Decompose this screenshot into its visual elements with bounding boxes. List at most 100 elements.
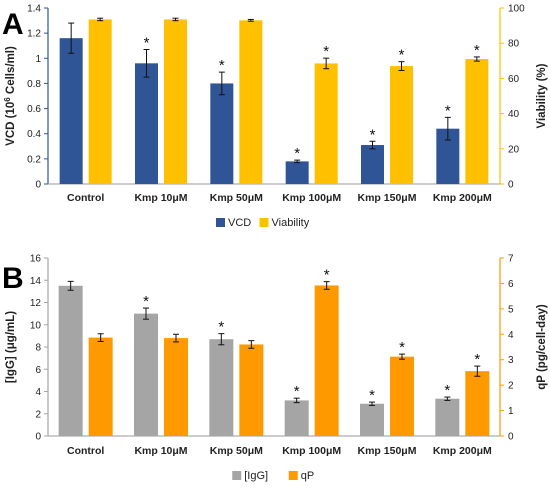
left-tick-label: 4: [35, 387, 41, 398]
category-label: Kmp 200μM: [433, 445, 492, 457]
left-tick-label: 2: [35, 409, 41, 420]
bar-igg: [209, 339, 234, 436]
category-label: Kmp 100μM: [282, 445, 341, 457]
left-tick-label: 1: [35, 54, 41, 65]
significance-marker: *: [219, 57, 225, 74]
left-tick-label: 1.4: [27, 4, 41, 15]
bar-vcd: [285, 161, 309, 184]
left-tick-label: 8: [35, 343, 41, 354]
legend-swatch: [288, 471, 298, 480]
left-tick-label: 0.6: [27, 104, 41, 115]
legend-swatch: [216, 218, 225, 227]
significance-marker: *: [218, 319, 224, 336]
significance-marker: *: [399, 339, 405, 356]
bar-viability: [88, 19, 112, 184]
bar-vcd: [436, 128, 460, 184]
bar-qp: [314, 285, 339, 436]
left-tick-label: 0.4: [27, 129, 41, 140]
bar-viability: [465, 59, 489, 184]
y2-axis-title: Viability (%): [536, 63, 548, 128]
category-label: Control: [67, 445, 104, 457]
legend-swatch: [259, 218, 269, 227]
left-tick-label: 10: [30, 320, 42, 331]
bar-igg: [284, 400, 309, 436]
bar-vcd: [59, 38, 83, 184]
significance-marker: *: [369, 387, 375, 404]
significance-marker: *: [143, 293, 149, 310]
left-tick-label: 0: [35, 432, 41, 443]
y-axis-title: [IgG] (μg/mL): [5, 311, 17, 383]
bar-igg: [58, 285, 83, 436]
legend-label: Viability: [272, 217, 310, 229]
category-label: Kmp 200μM: [433, 192, 492, 204]
y-axis-title-part: VCD (10: [5, 102, 17, 146]
right-tick-label: 6: [508, 279, 514, 290]
bar-igg: [435, 398, 460, 436]
bar-qp: [465, 371, 490, 436]
right-tick-label: 2: [508, 381, 514, 392]
significance-marker: *: [294, 383, 300, 400]
left-tick-label: 14: [30, 276, 42, 287]
significance-marker: *: [474, 351, 480, 368]
category-label: Control: [67, 192, 104, 204]
panel-label: A: [2, 8, 24, 41]
significance-marker: *: [399, 47, 405, 64]
y2-axis-title: qP (pg/cell-day): [536, 304, 548, 390]
y-axis-title-superscript: 6: [3, 97, 12, 102]
bar-qp: [164, 338, 188, 436]
right-tick-label: 3: [508, 355, 514, 366]
left-tick-label: 0.2: [27, 154, 41, 165]
left-tick-label: 0.8: [27, 79, 41, 90]
significance-marker: *: [474, 42, 480, 59]
bar-vcd: [135, 63, 158, 184]
bar-qp: [88, 337, 113, 436]
legend-label: [IgG]: [244, 470, 268, 482]
significance-marker: *: [445, 102, 451, 119]
right-tick-label: 40: [508, 109, 520, 120]
left-tick-label: 12: [30, 298, 42, 309]
legend-swatch: [232, 471, 242, 480]
right-tick-label: 1: [508, 406, 514, 417]
panel-a: A 0 0.2 0.4 0.6 0.8 1 1.2 1.4 0 20 40 60 80 100 VCD (10…: [2, 4, 548, 230]
right-tick-label: 4: [508, 330, 514, 341]
significance-marker: *: [323, 43, 329, 60]
left-tick-label: 1.2: [27, 29, 41, 40]
category-label: Kmp 10μM: [134, 192, 187, 204]
bar-vcd: [361, 145, 384, 184]
category-label: Kmp 150μM: [358, 445, 417, 457]
bar-viability: [390, 66, 413, 184]
bar-qp: [239, 344, 264, 436]
category-label: Kmp 150μM: [358, 192, 417, 204]
category-label: Kmp 10μM: [134, 445, 187, 457]
right-tick-label: 7: [508, 254, 514, 265]
y-axis-title-part: Cells/ml): [5, 46, 17, 97]
bar-viability: [239, 20, 263, 184]
right-tick-label: 20: [508, 144, 520, 155]
legend-label: VCD: [228, 217, 251, 229]
bar-qp: [390, 356, 414, 436]
bar-vcd: [210, 83, 234, 184]
significance-marker: *: [370, 126, 376, 143]
bar-viability: [314, 63, 338, 184]
right-tick-label: 5: [508, 304, 514, 315]
left-tick-label: 0: [35, 180, 41, 191]
left-tick-label: 6: [35, 365, 41, 376]
legend-label: qP: [301, 470, 314, 482]
category-label: Kmp 50μM: [210, 445, 263, 457]
right-tick-label: 80: [508, 39, 520, 50]
y-axis-title: VCD (106 Cells/ml): [3, 46, 18, 146]
significance-marker: *: [324, 267, 330, 284]
right-tick-label: 0: [508, 180, 514, 191]
panel-label: B: [2, 262, 24, 295]
bar-viability: [164, 19, 187, 184]
bar-igg: [134, 313, 158, 436]
left-tick-label: 16: [30, 254, 42, 265]
significance-marker: *: [294, 145, 300, 162]
significance-marker: *: [144, 34, 150, 51]
right-tick-label: 100: [508, 4, 525, 15]
category-label: Kmp 100μM: [282, 192, 341, 204]
bar-igg: [360, 403, 384, 436]
right-tick-label: 60: [508, 74, 520, 85]
